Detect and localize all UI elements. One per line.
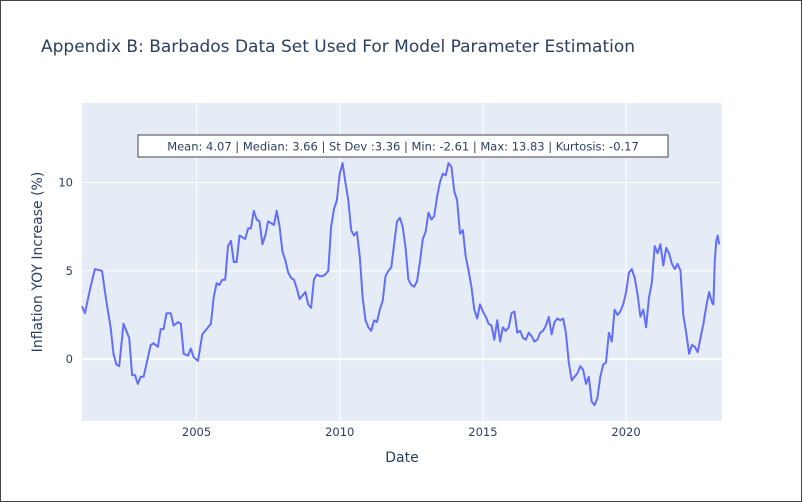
x-tick-labels: 2005 2010 2015 2020 [182,425,641,439]
y-axis-title: Inflation YOY Increase (%) [30,172,46,353]
series-layer [81,162,721,407]
stats-annotation: Mean: 4.07 | Median: 3.66 | St Dev :3.36… [137,134,669,158]
y-tick-labels: 0 5 10 [58,176,73,367]
series-line [81,162,721,407]
y-tick-label: 0 [66,352,73,366]
chart-title: Appendix B: Barbados Data Set Used For M… [41,37,635,57]
stats-annotation-text: Mean: 4.07 | Median: 3.66 | St Dev :3.36… [167,140,639,154]
x-axis-title: Date [385,450,418,466]
y-gridlines [82,182,722,361]
x-tick-label: 2010 [325,425,354,439]
stats-annotation-box [137,134,669,158]
y-tick-label: 10 [58,176,73,190]
x-tick-label: 2015 [468,425,497,439]
x-tick-label: 2005 [182,425,211,439]
x-tick-label: 2020 [611,425,640,439]
y-tick-label: 5 [66,264,73,278]
